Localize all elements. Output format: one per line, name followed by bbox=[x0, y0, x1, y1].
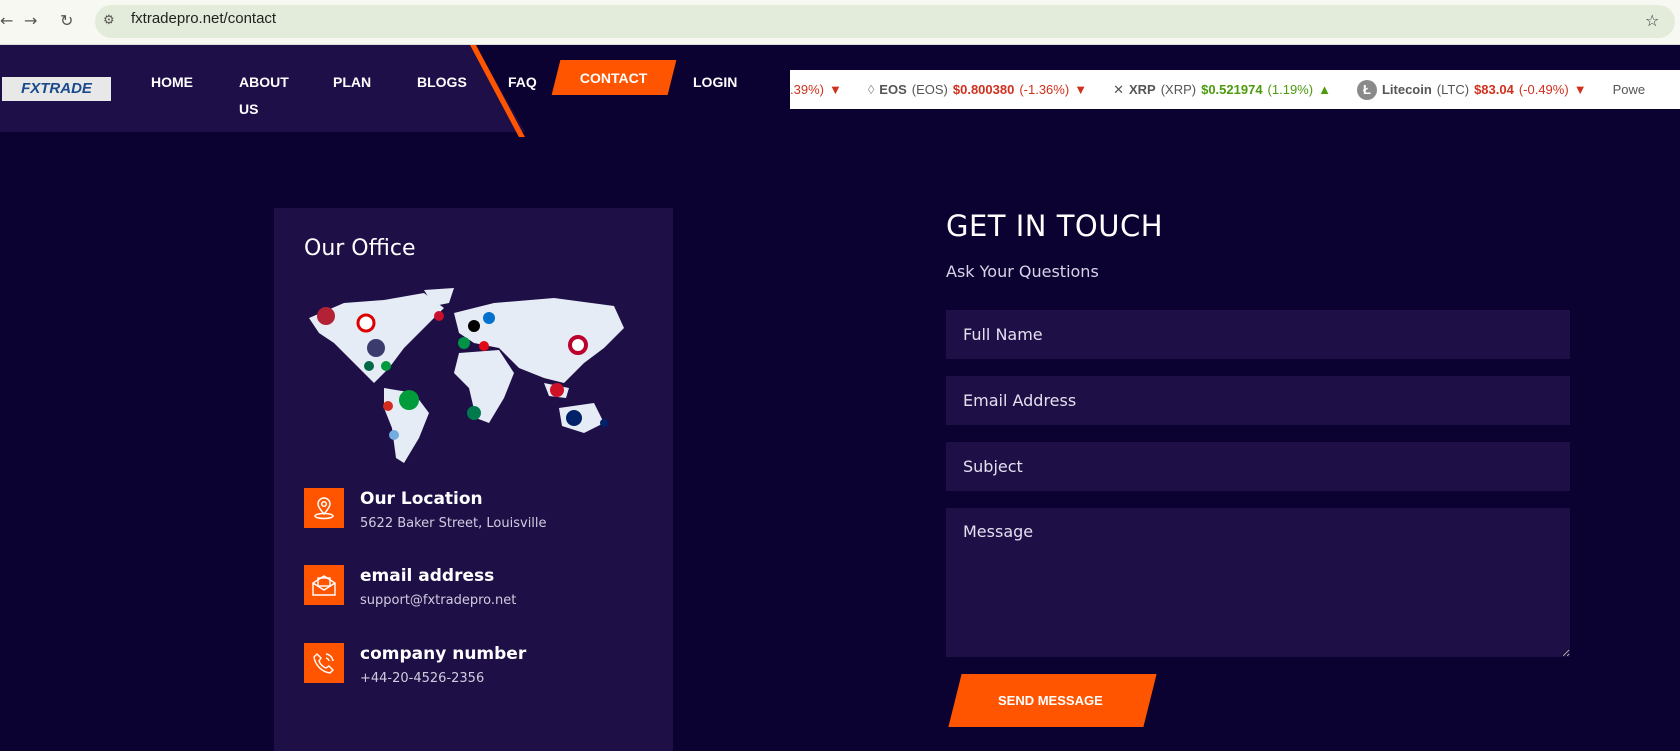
ticker-name: Litecoin bbox=[1381, 82, 1432, 97]
site-info-icon[interactable]: ⚙ bbox=[103, 13, 115, 28]
nav-blogs[interactable]: BLOGS bbox=[417, 74, 467, 90]
litecoin-icon: Ł bbox=[1356, 79, 1377, 100]
ticker-item[interactable]: ✕ XRP (XRP) $0.521974 (1.19%) ▲ bbox=[1113, 82, 1331, 98]
location-pin-icon bbox=[304, 488, 344, 528]
subject-input[interactable] bbox=[946, 442, 1570, 491]
nav-faq[interactable]: FAQ bbox=[508, 74, 537, 90]
down-arrow-icon: ▼ bbox=[828, 82, 842, 97]
nav-contact-label: CONTACT bbox=[580, 69, 648, 86]
info-value[interactable]: +44-20-4526-2356 bbox=[360, 671, 485, 686]
nav-login[interactable]: LOGIN bbox=[693, 74, 738, 90]
ticker-change: (-1.36%) bbox=[1019, 82, 1070, 97]
address-bar[interactable] bbox=[95, 5, 1675, 38]
info-email: email address support@fxtradepro.net bbox=[304, 565, 516, 608]
crypto-ticker: .39%) ▼ ◊ EOS (EOS) $0.800380 (-1.36%) ▼ ✕ XRP (… bbox=[790, 70, 1680, 109]
nav-about[interactable]: ABOUT US bbox=[239, 74, 289, 117]
xrp-icon: ✕ bbox=[1113, 81, 1124, 97]
ticker-item[interactable]: Ł Litecoin (LTC) $83.04 (-0.49%) ▼ bbox=[1356, 79, 1587, 100]
info-phone: company number +44-20-4526-2356 bbox=[304, 643, 526, 686]
browser-toolbar: ← → ↻ ⚙ fxtradepro.net/contact ☆ bbox=[0, 0, 1680, 45]
send-message-button[interactable]: SEND MESSAGE bbox=[948, 674, 1152, 727]
bookmark-star-icon[interactable]: ☆ bbox=[1645, 11, 1660, 30]
info-location: Our Location 5622 Baker Street, Louisvill… bbox=[304, 488, 547, 531]
ticker-item[interactable]: ◊ EOS (EOS) $0.800380 (-1.36%) ▼ bbox=[868, 82, 1087, 97]
url-text[interactable]: fxtradepro.net/contact bbox=[131, 10, 277, 27]
back-icon[interactable]: ← bbox=[0, 11, 14, 30]
nav-plan[interactable]: PLAN bbox=[333, 74, 372, 90]
country-flags bbox=[317, 307, 608, 440]
site-logo[interactable]: FXTRADE bbox=[2, 77, 111, 101]
envelope-icon bbox=[304, 565, 344, 605]
ticker-change: .39%) bbox=[790, 82, 824, 97]
info-value: 5622 Baker Street, Louisville bbox=[360, 516, 547, 531]
ticker-change: (1.19%) bbox=[1267, 82, 1314, 97]
email-input[interactable] bbox=[946, 376, 1570, 425]
ticker-name: XRP bbox=[1128, 82, 1156, 97]
world-map bbox=[309, 288, 624, 463]
info-label: Our Location bbox=[360, 489, 483, 509]
down-arrow-icon: ▼ bbox=[1074, 82, 1088, 97]
info-label: company number bbox=[360, 644, 527, 664]
info-label: email address bbox=[360, 566, 495, 586]
message-textarea[interactable] bbox=[946, 508, 1570, 657]
form-title: GET IN TOUCH bbox=[946, 209, 1164, 243]
ticker-powered[interactable]: Powe bbox=[1612, 82, 1646, 97]
phone-icon bbox=[304, 643, 344, 683]
ticker-change: (-0.49%) bbox=[1518, 82, 1569, 97]
ticker-price: $0.800380 bbox=[952, 82, 1015, 97]
full-name-input[interactable] bbox=[946, 310, 1570, 359]
ticker-name: EOS bbox=[879, 82, 907, 97]
ticker-symbol: (XRP) bbox=[1160, 82, 1197, 97]
reload-icon[interactable]: ↻ bbox=[60, 11, 74, 30]
forward-icon[interactable]: → bbox=[24, 11, 38, 30]
nav-home[interactable]: HOME bbox=[151, 74, 193, 90]
ticker-price: $83.04 bbox=[1474, 82, 1514, 97]
eos-icon: ◊ bbox=[867, 82, 875, 97]
send-message-label: SEND MESSAGE bbox=[997, 693, 1103, 708]
nav-contact[interactable]: CONTACT bbox=[551, 60, 677, 95]
info-value[interactable]: support@fxtradepro.net bbox=[360, 593, 517, 608]
office-title: Our Office bbox=[304, 236, 416, 261]
office-card: Our Office Our Location 5622 Baker Street… bbox=[274, 208, 673, 751]
down-arrow-icon: ▼ bbox=[1573, 82, 1587, 97]
up-arrow-icon: ▲ bbox=[1318, 82, 1331, 97]
ticker-item[interactable]: .39%) ▼ bbox=[790, 82, 842, 97]
ticker-symbol: (LTC) bbox=[1436, 82, 1470, 97]
form-subtitle: Ask Your Questions bbox=[946, 262, 1099, 281]
ticker-price: $0.521974 bbox=[1201, 82, 1263, 97]
ticker-symbol: (EOS) bbox=[911, 82, 948, 97]
